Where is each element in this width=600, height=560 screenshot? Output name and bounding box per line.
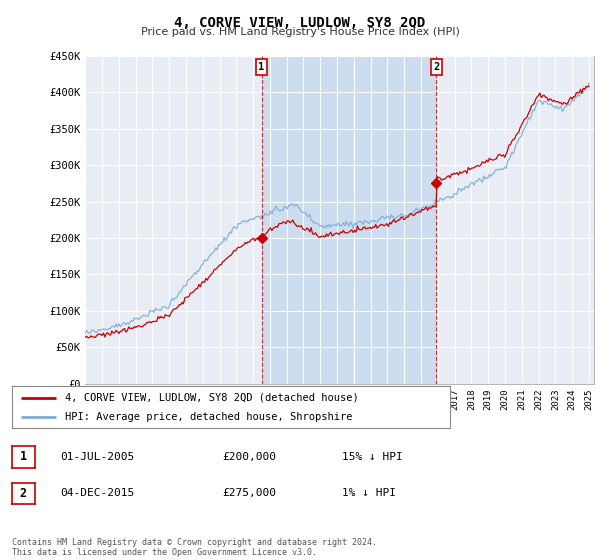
Text: £200,000: £200,000 [222,452,276,462]
Text: 2: 2 [20,487,27,500]
Text: HPI: Average price, detached house, Shropshire: HPI: Average price, detached house, Shro… [65,412,352,422]
Text: 04-DEC-2015: 04-DEC-2015 [60,488,134,498]
Text: 1% ↓ HPI: 1% ↓ HPI [342,488,396,498]
Bar [262,56,436,384]
Text: 2: 2 [433,62,440,72]
Text: 01-JUL-2005: 01-JUL-2005 [60,452,134,462]
Text: 4, CORVE VIEW, LUDLOW, SY8 2QD (detached house): 4, CORVE VIEW, LUDLOW, SY8 2QD (detached… [65,393,358,403]
Text: 15% ↓ HPI: 15% ↓ HPI [342,452,403,462]
Text: Price paid vs. HM Land Registry's House Price Index (HPI): Price paid vs. HM Land Registry's House … [140,27,460,37]
Text: £275,000: £275,000 [222,488,276,498]
Text: 4, CORVE VIEW, LUDLOW, SY8 2QD: 4, CORVE VIEW, LUDLOW, SY8 2QD [175,16,425,30]
Text: 1: 1 [259,62,265,72]
Text: Contains HM Land Registry data © Crown copyright and database right 2024.
This d: Contains HM Land Registry data © Crown c… [12,538,377,557]
Text: 1: 1 [20,450,27,464]
